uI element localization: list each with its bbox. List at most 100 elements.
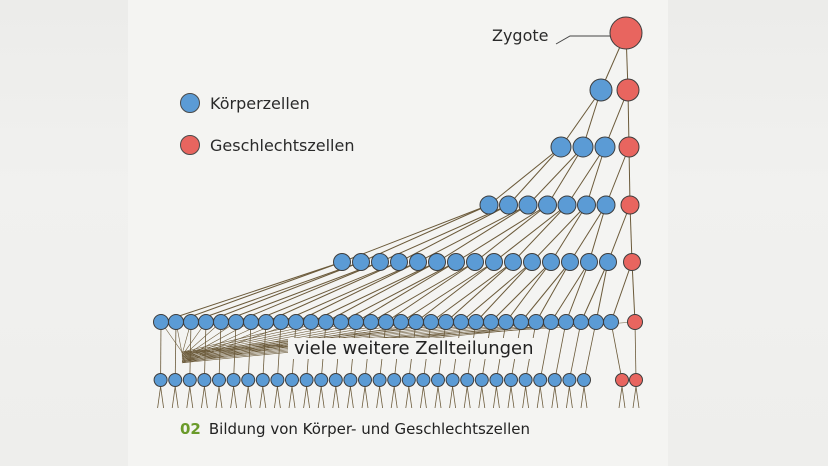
- body-cell: [182, 373, 197, 387]
- division-line: [235, 261, 381, 323]
- body-cell: [447, 253, 465, 271]
- division-line: [181, 321, 312, 353]
- body-cell: [352, 253, 370, 271]
- division-line: [520, 261, 571, 323]
- stem-line: [481, 386, 486, 409]
- division-line: [493, 204, 568, 263]
- stem-line: [303, 386, 307, 409]
- body-cell: [153, 373, 168, 387]
- body-cell: [197, 373, 212, 387]
- division-line: [629, 204, 633, 263]
- body-cell: [445, 373, 460, 387]
- body-cell: [523, 253, 541, 271]
- division-line: [610, 261, 633, 323]
- division-line: [341, 204, 490, 263]
- division-line: [355, 261, 457, 323]
- body-cell: [408, 314, 424, 330]
- body-cell: [288, 314, 304, 330]
- body-cell: [390, 253, 408, 271]
- body-cell: [533, 373, 548, 387]
- body-cell: [573, 314, 589, 330]
- stem-line: [291, 386, 296, 409]
- zygote-connector-line: [555, 35, 610, 45]
- stem-line: [317, 386, 322, 409]
- body-cell: [547, 373, 562, 387]
- division-line: [580, 261, 609, 323]
- division-line: [634, 321, 637, 381]
- body-cell: [518, 195, 538, 215]
- division-line: [566, 146, 606, 206]
- body-cell: [371, 253, 389, 271]
- stem-line: [525, 386, 529, 409]
- body-cell: [212, 373, 226, 387]
- stem-line: [186, 386, 191, 409]
- division-line: [554, 321, 567, 381]
- body-cell: [213, 314, 229, 330]
- stem-line: [244, 386, 249, 409]
- division-line: [505, 261, 552, 323]
- stem-line: [262, 386, 267, 409]
- body-cell: [372, 373, 387, 387]
- division-line: [415, 261, 495, 323]
- body-cell: [485, 253, 503, 271]
- sex-cell: [618, 136, 640, 158]
- division-line: [610, 321, 623, 381]
- division-line: [508, 146, 562, 206]
- stem-line: [364, 386, 369, 409]
- body-cell: [387, 373, 402, 387]
- body-cell: [243, 314, 259, 330]
- body-cell: [557, 195, 577, 215]
- sex-cell: [616, 78, 640, 102]
- division-line: [445, 261, 514, 323]
- body-cell: [538, 195, 557, 215]
- body-cell: [474, 373, 489, 387]
- body-cell: [483, 314, 499, 330]
- body-cell: [343, 373, 358, 387]
- division-line: [370, 261, 476, 323]
- division-line: [325, 261, 438, 323]
- stem-line: [478, 386, 483, 409]
- stem-line: [536, 386, 541, 409]
- stem-line: [174, 386, 179, 409]
- body-cell: [183, 314, 199, 330]
- body-cell: [577, 373, 591, 387]
- division-line: [474, 204, 548, 263]
- stem-line: [569, 386, 573, 409]
- body-cell: [498, 314, 514, 330]
- division-line: [385, 261, 476, 323]
- stem-line: [393, 386, 398, 409]
- body-cell: [423, 314, 439, 330]
- sex-cell: [623, 253, 641, 271]
- stem-line: [350, 386, 354, 409]
- division-line: [190, 261, 362, 323]
- body-cell: [518, 373, 533, 387]
- body-cell-legend-icon: [180, 93, 200, 113]
- zygote-label: Zygote: [492, 26, 549, 45]
- division-line: [539, 321, 552, 381]
- body-cell: [299, 373, 314, 387]
- division-line: [631, 261, 636, 323]
- body-cell: [273, 314, 289, 330]
- body-cell: [489, 373, 504, 387]
- stem-line: [420, 386, 424, 409]
- division-line: [379, 204, 509, 263]
- legend-body-cells-label: Körperzellen: [210, 93, 310, 113]
- body-cell: [348, 314, 364, 330]
- stem-line: [437, 386, 442, 409]
- stem-line: [233, 386, 237, 409]
- sex-cell: [627, 314, 643, 330]
- division-line: [400, 261, 495, 323]
- body-cell: [580, 253, 598, 271]
- stem-line: [463, 386, 468, 409]
- body-cell: [270, 373, 285, 387]
- body-cell: [572, 136, 594, 158]
- body-cell: [499, 195, 518, 215]
- stem-line: [423, 386, 427, 409]
- body-cell: [198, 314, 214, 330]
- division-lines: [157, 32, 640, 409]
- body-cell: [460, 373, 475, 387]
- stem-line: [157, 386, 161, 409]
- caption-number: 02: [180, 420, 201, 438]
- body-cell: [504, 253, 522, 271]
- body-cell: [466, 253, 484, 271]
